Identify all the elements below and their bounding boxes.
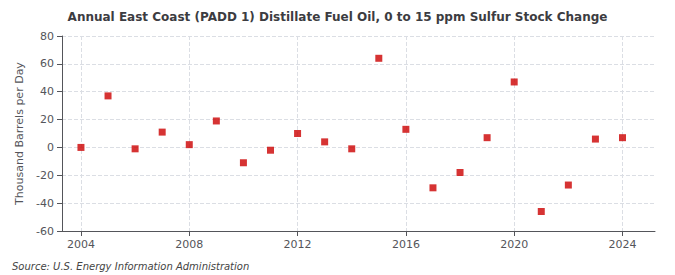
svg-text:80: 80 [40,30,54,43]
svg-text:20: 20 [40,113,54,126]
svg-text:Source: U.S. Energy Informatio: Source: U.S. Energy Information Administ… [12,261,249,272]
svg-text:2020: 2020 [500,238,528,251]
svg-text:2024: 2024 [609,238,637,251]
svg-text:2008: 2008 [175,238,203,251]
svg-text:2016: 2016 [392,238,420,251]
svg-text:2012: 2012 [284,238,312,251]
svg-text:-60: -60 [36,225,54,238]
svg-text:-20: -20 [36,169,54,182]
svg-text:2004: 2004 [67,238,95,251]
svg-text:Annual East Coast (PADD 1) Dis: Annual East Coast (PADD 1) Distillate Fu… [68,10,608,24]
svg-text:60: 60 [40,57,54,70]
svg-text:Thousand Barrels per Day: Thousand Barrels per Day [13,62,26,206]
svg-text:40: 40 [40,85,54,98]
svg-text:0: 0 [47,141,54,154]
svg-text:-40: -40 [36,197,54,210]
